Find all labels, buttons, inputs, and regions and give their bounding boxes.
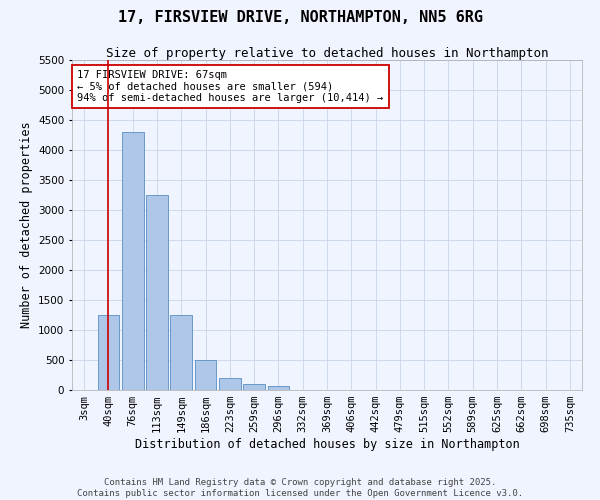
Bar — [219, 378, 241, 390]
Bar — [268, 386, 289, 390]
Bar — [243, 384, 265, 390]
Bar — [122, 132, 143, 390]
Bar — [97, 315, 119, 390]
Y-axis label: Number of detached properties: Number of detached properties — [20, 122, 32, 328]
Text: 17, FIRSVIEW DRIVE, NORTHAMPTON, NN5 6RG: 17, FIRSVIEW DRIVE, NORTHAMPTON, NN5 6RG — [118, 10, 482, 25]
Bar — [146, 195, 168, 390]
Bar — [194, 360, 217, 390]
Text: 17 FIRSVIEW DRIVE: 67sqm
← 5% of detached houses are smaller (594)
94% of semi-d: 17 FIRSVIEW DRIVE: 67sqm ← 5% of detache… — [77, 70, 383, 103]
Text: Contains HM Land Registry data © Crown copyright and database right 2025.
Contai: Contains HM Land Registry data © Crown c… — [77, 478, 523, 498]
X-axis label: Distribution of detached houses by size in Northampton: Distribution of detached houses by size … — [134, 438, 520, 451]
Bar — [170, 315, 192, 390]
Title: Size of property relative to detached houses in Northampton: Size of property relative to detached ho… — [106, 47, 548, 60]
